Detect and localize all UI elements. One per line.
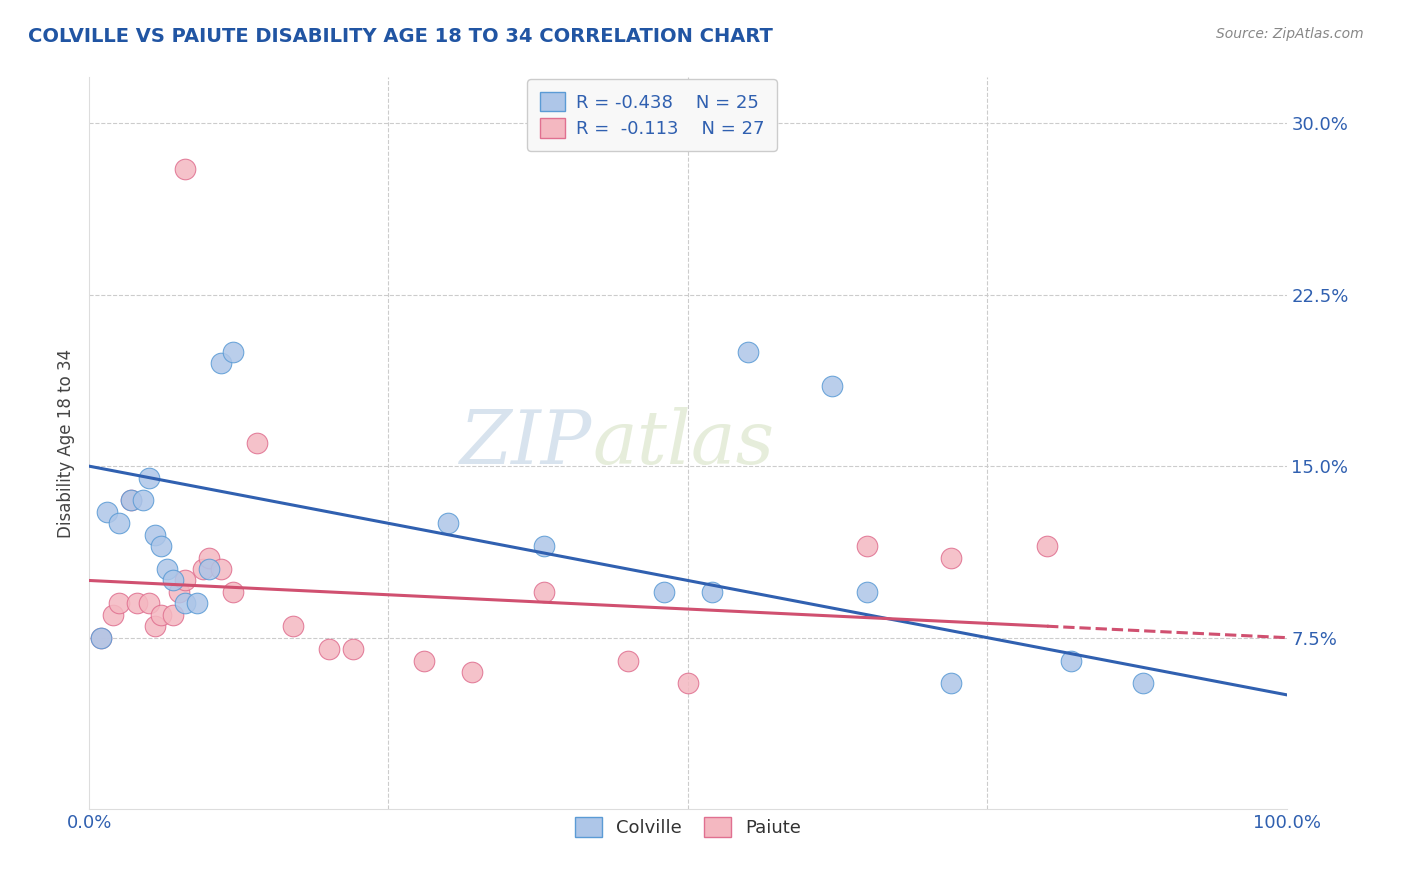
- Point: [856, 539, 879, 553]
- Point: [533, 539, 555, 553]
- Y-axis label: Disability Age 18 to 34: Disability Age 18 to 34: [58, 349, 75, 538]
- Point: [191, 562, 214, 576]
- Point: [132, 493, 155, 508]
- Point: [143, 527, 166, 541]
- Point: [209, 356, 232, 370]
- Text: ZIP: ZIP: [460, 407, 592, 480]
- Point: [173, 596, 195, 610]
- Point: [617, 653, 640, 667]
- Point: [461, 665, 484, 679]
- Point: [96, 505, 118, 519]
- Text: atlas: atlas: [592, 407, 775, 480]
- Point: [173, 161, 195, 176]
- Point: [941, 676, 963, 690]
- Point: [101, 607, 124, 622]
- Point: [120, 493, 142, 508]
- Point: [737, 344, 759, 359]
- Point: [222, 585, 245, 599]
- Point: [1132, 676, 1154, 690]
- Text: Source: ZipAtlas.com: Source: ZipAtlas.com: [1216, 27, 1364, 41]
- Point: [820, 379, 842, 393]
- Point: [652, 585, 675, 599]
- Point: [162, 574, 184, 588]
- Point: [149, 539, 172, 553]
- Point: [162, 607, 184, 622]
- Point: [143, 619, 166, 633]
- Point: [437, 516, 460, 531]
- Point: [90, 631, 112, 645]
- Point: [318, 642, 340, 657]
- Point: [856, 585, 879, 599]
- Legend: Colville, Paiute: Colville, Paiute: [568, 810, 808, 844]
- Point: [108, 596, 131, 610]
- Point: [209, 562, 232, 576]
- Point: [186, 596, 208, 610]
- Point: [281, 619, 304, 633]
- Point: [941, 550, 963, 565]
- Point: [1060, 653, 1083, 667]
- Point: [120, 493, 142, 508]
- Point: [413, 653, 436, 667]
- Point: [108, 516, 131, 531]
- Point: [173, 574, 195, 588]
- Text: COLVILLE VS PAIUTE DISABILITY AGE 18 TO 34 CORRELATION CHART: COLVILLE VS PAIUTE DISABILITY AGE 18 TO …: [28, 27, 773, 45]
- Point: [198, 550, 221, 565]
- Point: [198, 562, 221, 576]
- Point: [342, 642, 364, 657]
- Point: [676, 676, 699, 690]
- Point: [156, 562, 179, 576]
- Point: [167, 585, 190, 599]
- Point: [1036, 539, 1059, 553]
- Point: [125, 596, 148, 610]
- Point: [138, 470, 160, 484]
- Point: [533, 585, 555, 599]
- Point: [222, 344, 245, 359]
- Point: [138, 596, 160, 610]
- Point: [700, 585, 723, 599]
- Point: [246, 436, 269, 450]
- Point: [149, 607, 172, 622]
- Point: [90, 631, 112, 645]
